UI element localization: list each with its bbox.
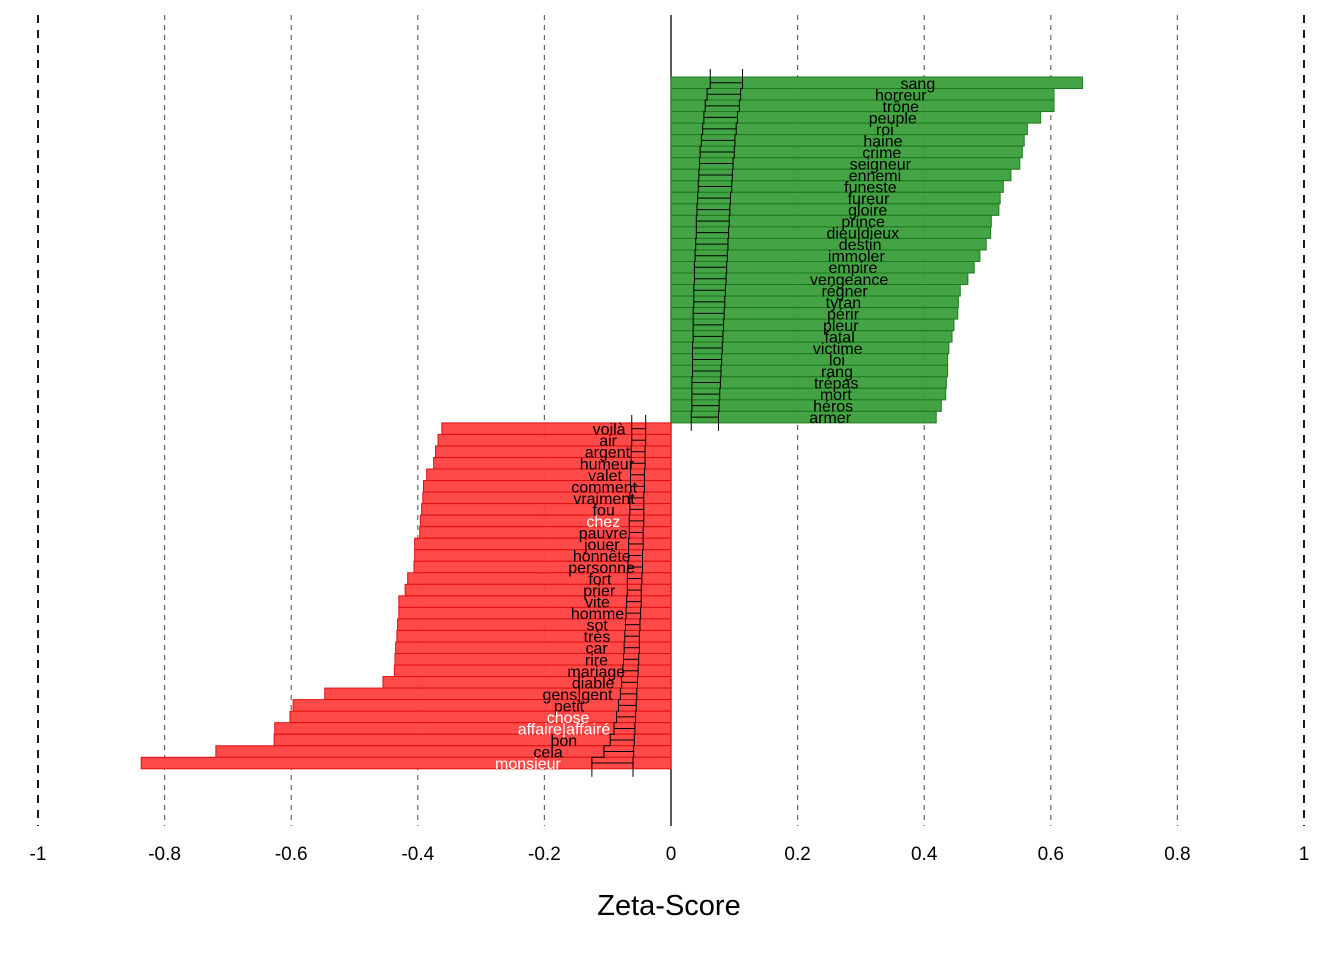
bar	[292, 699, 672, 712]
word-label: cela	[533, 745, 562, 762]
word-label: régner	[821, 283, 868, 300]
word-label: héros	[813, 399, 853, 416]
x-tick-label: 0.8	[1164, 844, 1190, 865]
bar	[324, 687, 672, 701]
word-label: homme	[571, 606, 624, 623]
bar	[670, 410, 937, 424]
word-label: victime	[813, 341, 863, 358]
word-label: pleur	[823, 318, 859, 335]
word-label: prier	[583, 583, 616, 600]
word-label: fureur	[848, 191, 890, 208]
word-label-layer: sanghorreurtrônepeupleroihainecrimeseign…	[495, 76, 935, 773]
word-label: trône	[883, 99, 920, 116]
x-tick-label: -0.6	[275, 844, 308, 865]
word-label: empire	[828, 260, 877, 277]
word-label: gens|gent	[543, 687, 614, 704]
word-label: immoler	[828, 249, 886, 266]
x-tick-label: 1	[1299, 844, 1310, 865]
x-tick-label: -0.4	[401, 844, 434, 865]
interval-edge-left	[591, 422, 633, 769]
word-label: sang	[901, 76, 936, 93]
x-tick-label: -1	[30, 844, 47, 865]
word-label: honnête	[573, 548, 631, 565]
word-label: comment	[571, 479, 637, 496]
interval-edge-right	[632, 422, 647, 769]
word-label: petit	[554, 698, 585, 715]
word-label: personne	[568, 560, 635, 577]
word-label: funeste	[844, 180, 897, 197]
interval-layer	[591, 69, 744, 777]
bar	[289, 710, 672, 724]
word-label: air	[599, 433, 617, 450]
word-label: pauvre	[579, 525, 628, 542]
word-label: fort	[588, 572, 612, 589]
word-label: valet	[588, 468, 622, 485]
word-label: peuple	[869, 110, 917, 127]
word-label: vengeance	[810, 272, 888, 289]
x-tick-label: 0	[666, 844, 677, 865]
word-label: voilà	[593, 422, 626, 439]
x-axis-title: Zeta-Score	[597, 890, 741, 922]
word-label: crime	[862, 145, 901, 162]
word-label: jouer	[583, 537, 620, 554]
word-label: armer	[809, 410, 851, 427]
bar	[274, 722, 672, 735]
word-label: chose	[547, 710, 590, 727]
word-label: vraiment	[573, 491, 635, 508]
word-label: car	[586, 641, 609, 658]
word-label: chez	[586, 514, 620, 531]
word-label: rire	[585, 652, 608, 669]
x-axis-ticks: -1 -0.8 -0.6 -0.4 -0.2 0 0.2 0.4 0.6 0.8 1	[30, 844, 1310, 865]
interval-edge-left	[690, 77, 711, 423]
word-label: sot	[586, 618, 608, 635]
bar	[215, 745, 672, 758]
x-tick-label: 0.4	[911, 844, 938, 865]
word-label: très	[584, 629, 611, 646]
word-label: fou	[593, 502, 615, 519]
x-tick-label: -0.2	[528, 844, 561, 865]
word-label: périr	[827, 306, 860, 323]
word-label: roi	[876, 122, 894, 139]
word-label: loi	[829, 352, 845, 369]
word-label: haine	[863, 133, 902, 150]
bars-layer	[140, 76, 1083, 770]
bar	[140, 756, 672, 770]
word-label: affaire|affairé	[518, 721, 611, 738]
word-label: trépas	[814, 376, 858, 393]
x-tick-label: 0.6	[1038, 844, 1064, 865]
word-label: mariage	[567, 664, 625, 681]
word-label: prince	[841, 214, 885, 231]
word-label: fatal	[825, 329, 855, 346]
word-label: seigneur	[850, 156, 912, 173]
word-label: mort	[820, 387, 853, 404]
interval-edge-right	[717, 77, 744, 423]
word-label: horreur	[875, 87, 927, 104]
word-label: dieu|dieux	[826, 226, 899, 243]
word-label: rang	[821, 364, 853, 381]
word-label: ennemi	[849, 168, 901, 185]
x-tick-label: 0.2	[784, 844, 810, 865]
word-label: vite	[585, 595, 610, 612]
word-label: humeur	[580, 456, 635, 473]
word-label: bon	[550, 733, 577, 750]
word-label: tyran	[826, 295, 862, 312]
word-label: monsieur	[495, 756, 561, 773]
word-label: gloire	[848, 203, 887, 220]
word-label: destin	[839, 237, 882, 254]
word-label: diable	[572, 675, 615, 692]
x-tick-label: -0.8	[148, 844, 181, 865]
word-label: argent	[585, 445, 631, 462]
